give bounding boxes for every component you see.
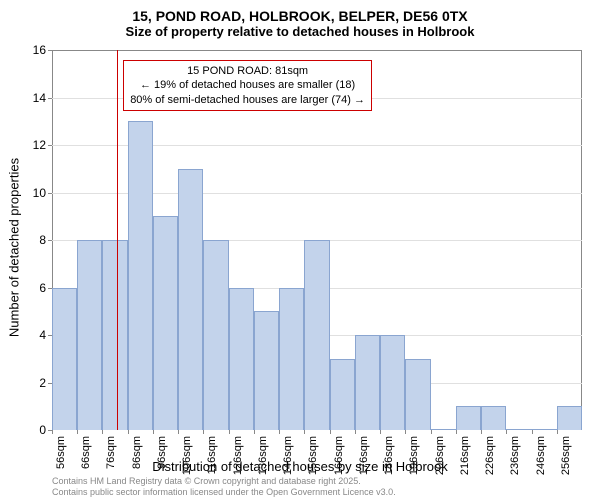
ytick-label: 12 [33,138,46,152]
histogram-bar [532,429,557,430]
histogram-bar [229,288,254,431]
ytick-mark [48,193,52,194]
chart-subtitle: Size of property relative to detached ho… [0,24,600,39]
xtick-mark [405,430,406,434]
ytick-mark [48,50,52,51]
histogram-bar [279,288,304,431]
xtick-label: 246sqm [535,436,547,475]
ytick-label: 16 [33,43,46,57]
xtick-mark [229,430,230,434]
xtick-mark [279,430,280,434]
chart-title: 15, POND ROAD, HOLBROOK, BELPER, DE56 0T… [0,8,600,24]
histogram-bar [456,406,481,430]
x-axis-top [52,50,582,51]
xtick-mark [557,430,558,434]
annotation-line1: 15 POND ROAD: 81sqm [130,64,365,78]
ytick-label: 6 [39,281,46,295]
xtick-mark [481,430,482,434]
ytick-label: 8 [39,233,46,247]
histogram-bar [405,359,430,430]
xtick-label: 76sqm [105,436,117,469]
histogram-bar [128,121,153,430]
histogram-bar [203,240,228,430]
xtick-mark [203,430,204,434]
histogram-bar [52,288,77,431]
ytick-label: 0 [39,423,46,437]
histogram-bar [355,335,380,430]
xtick-mark [178,430,179,434]
xtick-label: 226sqm [484,436,496,475]
title-block: 15, POND ROAD, HOLBROOK, BELPER, DE56 0T… [0,0,600,39]
histogram-bar [153,216,178,430]
x-axis-label: Distribution of detached houses by size … [152,459,448,474]
xtick-label: 66sqm [80,436,92,469]
attribution-text: Contains HM Land Registry data © Crown c… [52,476,396,498]
xtick-mark [431,430,432,434]
histogram-bar [481,406,506,430]
xtick-label: 236sqm [509,436,521,475]
xtick-mark [77,430,78,434]
xtick-mark [304,430,305,434]
ytick-mark [48,240,52,241]
xtick-mark [102,430,103,434]
histogram-bar [330,359,355,430]
histogram-bar [304,240,329,430]
ytick-mark [48,145,52,146]
annotation-line3: 80% of semi-detached houses are larger (… [130,93,365,107]
xtick-mark [254,430,255,434]
attribution-line1: Contains HM Land Registry data © Crown c… [52,476,396,487]
xtick-mark [330,430,331,434]
histogram-bar [102,240,127,430]
xtick-label: 256sqm [560,436,572,475]
xtick-mark [153,430,154,434]
ytick-label: 14 [33,91,46,105]
histogram-bar [557,406,582,430]
marker-line [117,50,118,430]
xtick-mark [456,430,457,434]
histogram-bar [506,429,531,430]
xtick-label: 216sqm [459,436,471,475]
chart-container: 15, POND ROAD, HOLBROOK, BELPER, DE56 0T… [0,0,600,500]
histogram-bar [431,429,456,430]
ytick-label: 10 [33,186,46,200]
ytick-label: 2 [39,376,46,390]
xtick-mark [128,430,129,434]
ytick-label: 4 [39,328,46,342]
histogram-bar [178,169,203,430]
xtick-mark [52,430,53,434]
histogram-bar [254,311,279,430]
xtick-label: 56sqm [55,436,67,469]
histogram-bar [77,240,102,430]
y-axis-label: Number of detached properties [7,158,22,337]
annotation-box: 15 POND ROAD: 81sqm← 19% of detached hou… [123,60,372,111]
xtick-mark [355,430,356,434]
xtick-mark [506,430,507,434]
histogram-bar [380,335,405,430]
xtick-mark [532,430,533,434]
annotation-line2: ← 19% of detached houses are smaller (18… [130,78,365,92]
plot-area: 024681012141656sqm66sqm76sqm86sqm96sqm10… [52,50,582,430]
xtick-label: 86sqm [131,436,143,469]
xtick-mark [380,430,381,434]
attribution-line2: Contains public sector information licen… [52,487,396,498]
ytick-mark [48,98,52,99]
